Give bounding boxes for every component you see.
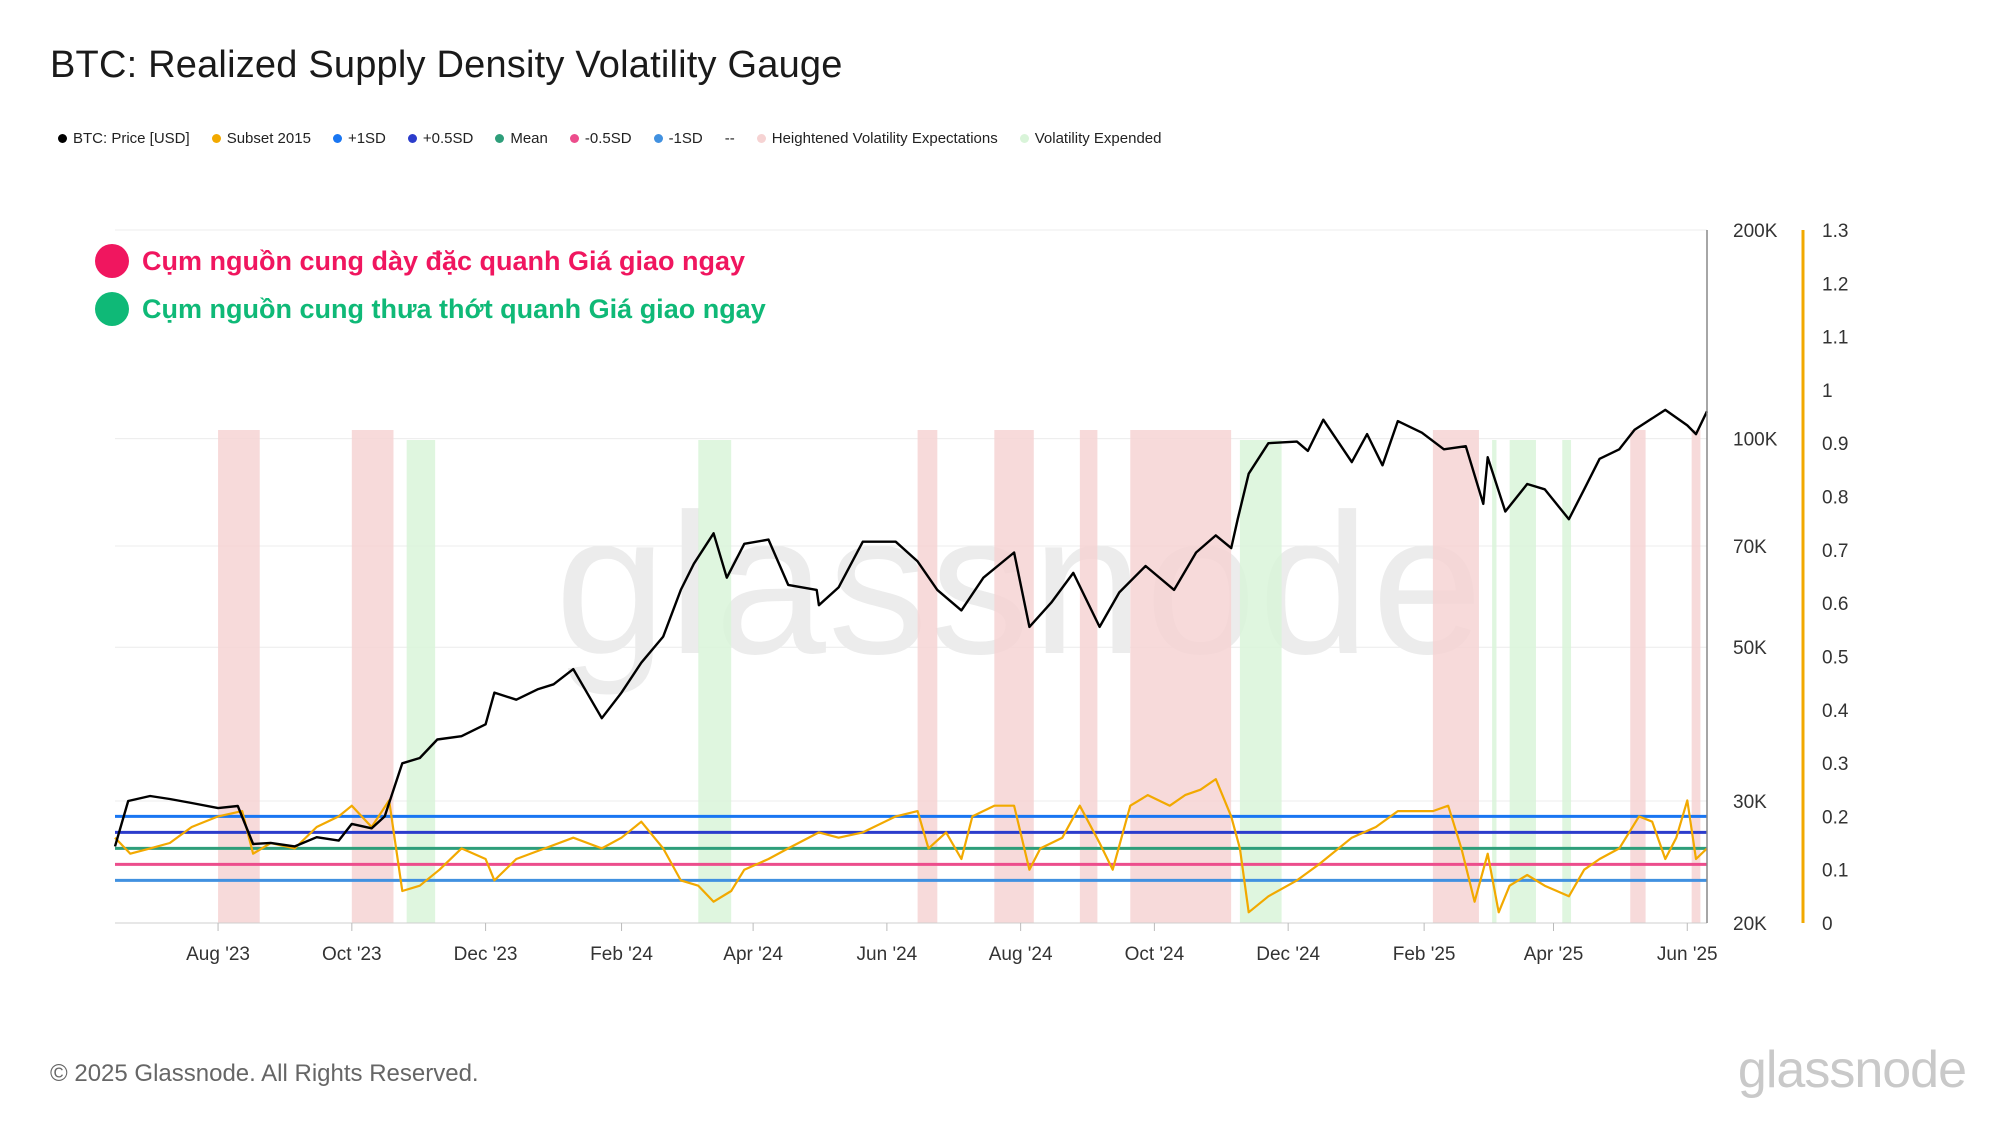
legend: BTC: Price [USD] Subset 2015 +1SD +0.5SD Mea… xyxy=(58,128,1184,148)
density-axis-tick-label: 1.3 xyxy=(1822,221,1848,242)
region-heightened-volatility xyxy=(1691,430,1701,923)
region-heightened-volatility xyxy=(1130,430,1232,923)
legend-marker xyxy=(569,133,579,143)
price-axis-tick-label: 70K xyxy=(1733,537,1767,558)
x-tick-label: Dec '24 xyxy=(1256,944,1320,965)
region-volatility-expended xyxy=(1492,440,1497,923)
region-heightened-volatility xyxy=(1630,430,1646,923)
density-axis-tick-label: 0.9 xyxy=(1822,434,1848,455)
region-heightened-volatility xyxy=(917,430,938,923)
region-volatility-expended xyxy=(406,440,436,923)
legend-marker xyxy=(407,133,417,143)
x-tick-label: Dec '23 xyxy=(454,944,518,965)
region-heightened-volatility xyxy=(994,430,1034,923)
legend-item[interactable]: -1SD xyxy=(653,129,703,147)
copyright-footer: © 2025 Glassnode. All Rights Reserved. xyxy=(50,1060,479,1087)
x-tick-label: Apr '24 xyxy=(723,944,783,965)
density-axis-tick-label: 0.5 xyxy=(1822,647,1848,668)
legend-item[interactable]: +1SD xyxy=(332,129,386,147)
annotation-dense-dot xyxy=(95,244,129,278)
legend-marker xyxy=(756,133,766,143)
density-axis-tick-label: 0 xyxy=(1822,914,1833,935)
legend-label: +1SD xyxy=(347,129,386,147)
legend-item[interactable]: BTC: Price [USD] xyxy=(58,130,190,147)
region-volatility-expended xyxy=(698,440,732,923)
annotation-sparse-text: Cụm nguồn cung thưa thớt quanh Giá giao … xyxy=(142,293,766,324)
annotation-dense-text: Cụm nguồn cung dày đặc quanh Giá giao ng… xyxy=(142,245,746,276)
legend-marker xyxy=(58,133,67,143)
price-axis-tick-label: 20K xyxy=(1733,914,1767,935)
legend-label: BTC: Price [USD] xyxy=(73,129,190,147)
x-tick-label: Oct '24 xyxy=(1125,944,1185,965)
legend-marker xyxy=(1019,133,1029,143)
btc-price-line xyxy=(113,408,1709,848)
annotation-sparse-dot xyxy=(95,292,129,326)
x-tick-label: Aug '24 xyxy=(989,944,1053,965)
legend-marker xyxy=(211,133,221,143)
legend-label: -0.5SD xyxy=(584,129,632,147)
legend-item[interactable]: +0.5SD xyxy=(407,129,474,147)
density-axis-tick-label: 1.1 xyxy=(1822,328,1848,349)
density-axis-tick-label: 0.8 xyxy=(1822,488,1848,509)
legend-label: Heightened Volatility Expectations xyxy=(771,129,998,147)
price-axis-tick-label: 100K xyxy=(1733,430,1778,451)
region-volatility-expended xyxy=(1239,440,1282,923)
price-axis-tick-label: 50K xyxy=(1733,638,1767,659)
annotation-dense-supply: Cụm nguồn cung dày đặc quanh Giá giao ng… xyxy=(95,244,745,278)
density-axis-tick-label: 0.3 xyxy=(1822,754,1848,775)
region-heightened-volatility xyxy=(1432,430,1479,923)
legend-item[interactable]: Heightened Volatility Expectations xyxy=(756,129,998,147)
x-tick-label: Apr '25 xyxy=(1524,944,1584,965)
legend-item[interactable]: Subset 2015 xyxy=(211,129,311,147)
x-tick-label: Feb '24 xyxy=(590,944,653,965)
region-heightened-volatility xyxy=(351,430,394,923)
density-axis-tick-label: 1 xyxy=(1822,381,1833,402)
legend-label: Volatility Expended xyxy=(1034,129,1162,147)
density-axis-tick-label: 0.6 xyxy=(1822,594,1848,615)
region-volatility-expended xyxy=(1509,440,1536,923)
density-axis-tick-label: 0.2 xyxy=(1822,807,1848,828)
legend-label: -1SD xyxy=(668,129,703,147)
region-heightened-volatility xyxy=(1079,430,1098,923)
density-axis-tick-label: 1.2 xyxy=(1822,274,1848,295)
annotation-sparse-supply: Cụm nguồn cung thưa thớt quanh Giá giao … xyxy=(95,292,766,326)
x-tick-label: Jun '25 xyxy=(1657,944,1718,965)
x-tick-label: Oct '23 xyxy=(322,944,382,965)
legend-item[interactable]: -0.5SD xyxy=(569,129,632,147)
density-axis-tick-label: 0.1 xyxy=(1822,861,1848,882)
subset-2015-line xyxy=(114,777,1708,914)
x-tick-label: Feb '25 xyxy=(1393,944,1456,965)
price-axis-tick-label: 30K xyxy=(1733,792,1767,813)
x-tick-label: Aug '23 xyxy=(186,944,250,965)
legend-label: +0.5SD xyxy=(422,129,474,147)
legend-item[interactable]: Mean xyxy=(495,130,548,147)
legend-label: Subset 2015 xyxy=(226,129,311,147)
legend-item[interactable]: -- xyxy=(725,130,735,147)
legend-marker xyxy=(653,133,663,143)
legend-marker xyxy=(495,133,505,143)
legend-label: Mean xyxy=(510,129,548,147)
legend-marker xyxy=(332,133,342,143)
brand-logo: glassnode xyxy=(1737,1041,1967,1099)
legend-item[interactable]: Volatility Expended xyxy=(1019,129,1162,147)
legend-label: -- xyxy=(724,129,735,147)
density-axis-tick-label: 0.4 xyxy=(1822,701,1849,722)
chart-title: BTC: Realized Supply Density Volatility … xyxy=(50,44,843,86)
x-tick-label: Jun '24 xyxy=(857,944,918,965)
price-axis-tick-label: 200K xyxy=(1733,221,1778,242)
density-axis-tick-label: 0.7 xyxy=(1822,541,1848,562)
region-volatility-expended xyxy=(1562,440,1572,923)
